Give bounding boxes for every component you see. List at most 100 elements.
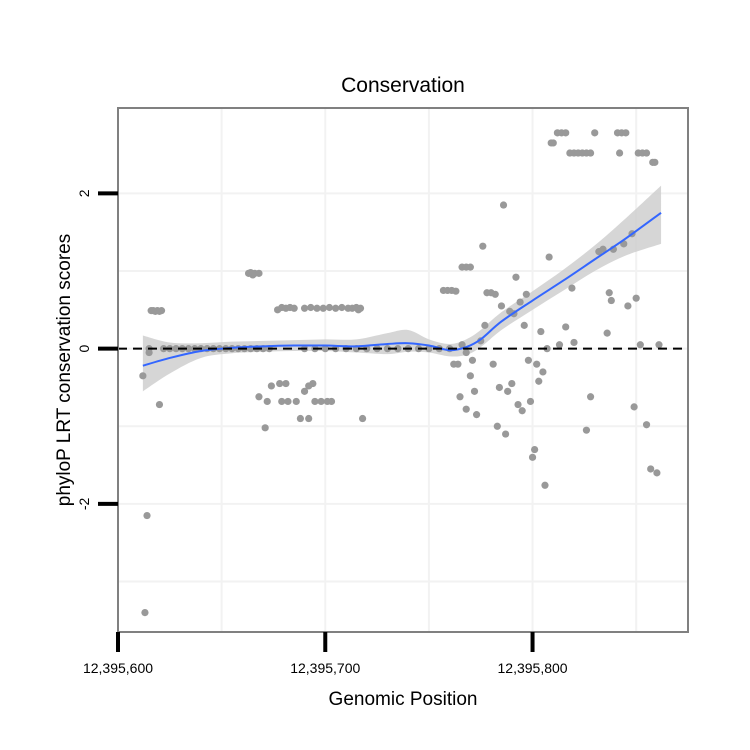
data-point [454, 360, 462, 368]
data-point [605, 289, 613, 297]
data-point [562, 129, 570, 137]
data-point [255, 269, 263, 277]
data-point [462, 405, 470, 413]
data-point [586, 149, 595, 157]
data-point [481, 321, 489, 329]
data-point [139, 372, 147, 380]
data-point [495, 383, 503, 392]
data-point [493, 422, 501, 430]
data-point [636, 341, 644, 349]
data-point [325, 303, 334, 312]
data-point [261, 424, 269, 432]
data-point [630, 403, 638, 411]
plot-panel [117, 107, 689, 633]
data-point [568, 284, 576, 292]
data-point [603, 329, 611, 337]
data-point [624, 302, 632, 310]
data-point [458, 341, 466, 349]
data-point [616, 149, 624, 157]
data-point [508, 379, 516, 388]
y-axis: -2 0 2 [76, 189, 118, 510]
confidence-band-layer [142, 185, 662, 392]
data-point [543, 345, 551, 353]
data-point [642, 421, 651, 429]
y-tick-label: 2 [76, 189, 92, 197]
data-point [311, 397, 319, 406]
x-tick-label: 12,395,800 [498, 660, 568, 676]
data-point [300, 304, 309, 312]
data-point [520, 321, 528, 329]
data-point [653, 469, 661, 477]
data-point [309, 379, 317, 388]
data-point [468, 356, 477, 364]
data-point [305, 414, 313, 423]
data-point [255, 393, 263, 401]
data-point [599, 245, 607, 253]
x-axis: 12,395,600 12,395,700 12,395,800 [83, 632, 568, 676]
data-point [292, 397, 300, 406]
data-point [143, 511, 151, 520]
data-point [278, 397, 286, 406]
confidence-band [142, 185, 662, 392]
data-point [516, 298, 524, 306]
data-point [528, 453, 537, 461]
data-point [276, 379, 284, 388]
data-point [533, 360, 541, 368]
data-point [537, 327, 545, 336]
y-axis-label: phyloP LRT conservation scores [54, 234, 75, 507]
data-point [541, 481, 549, 489]
data-point [570, 338, 578, 347]
data-point [155, 400, 164, 409]
data-point [499, 201, 508, 209]
data-point [497, 302, 506, 310]
data-point [514, 400, 522, 409]
data-point [549, 139, 557, 147]
data-point [518, 407, 526, 415]
data-point [321, 345, 329, 353]
data-point [338, 303, 346, 312]
data-point [317, 397, 325, 406]
data-point [300, 387, 309, 395]
data-point [632, 294, 640, 302]
data-point [307, 303, 315, 312]
smooth-line [142, 211, 662, 367]
data-point [296, 414, 304, 423]
data-point [555, 341, 564, 349]
data-point [586, 393, 595, 401]
data-point [622, 129, 630, 137]
data-point [531, 445, 539, 454]
data-point [522, 290, 530, 298]
data-point [512, 273, 520, 281]
data-point [504, 387, 512, 395]
smooth-line-layer [142, 211, 662, 367]
data-point [319, 304, 327, 312]
data-point [539, 368, 547, 376]
data-point [358, 414, 367, 423]
data-point [489, 360, 497, 368]
data-point [157, 307, 166, 315]
data-point [647, 465, 655, 473]
data-point [545, 253, 553, 261]
data-point [284, 397, 292, 406]
data-point [327, 397, 336, 406]
data-point [290, 304, 298, 312]
x-axis-label: Genomic Position [329, 689, 478, 710]
data-point [141, 608, 149, 617]
data-point [456, 393, 464, 401]
data-point [642, 149, 651, 157]
x-tick-label: 12,395,700 [290, 660, 360, 676]
grid-lines [117, 108, 688, 632]
y-tick-label: 0 [76, 345, 92, 353]
data-point [394, 345, 402, 353]
data-point [184, 345, 193, 353]
data-point [491, 290, 499, 298]
data-point [524, 356, 533, 364]
data-point [591, 129, 599, 137]
panel-background [118, 108, 688, 632]
panel-border [117, 107, 689, 633]
data-point [462, 348, 470, 357]
data-point [263, 397, 271, 406]
data-point [655, 341, 663, 349]
data-point [472, 411, 481, 419]
data-point [479, 242, 487, 250]
